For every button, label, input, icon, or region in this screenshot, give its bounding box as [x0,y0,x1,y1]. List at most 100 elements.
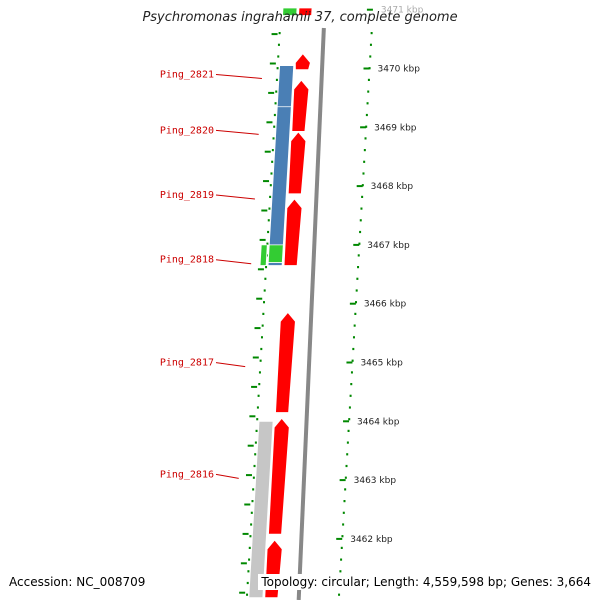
left-ruler-tick [247,444,254,447]
tick-dot-right [349,394,352,397]
backbone-line [296,27,326,600]
tick-dot-left [267,219,270,222]
tick-dot-right [341,535,344,538]
left-ruler-tick [259,238,266,241]
ruler-tick-major [366,8,373,11]
tick-dot-right [346,453,349,456]
gene-leader-line [215,194,255,200]
ruler-tick-major [339,479,346,482]
tick-dot-left [250,523,253,526]
tick-dot-right [367,90,370,93]
tick-dot-right [365,125,368,128]
feature-reverse-11 [267,244,284,263]
feature-forward-5 [268,417,290,535]
tick-dot-left [272,137,275,140]
gene-label-ping-2818: Ping_2818 [160,255,214,266]
gene-label-ping-2819: Ping_2819 [160,190,214,201]
ruler-tick-major [360,126,367,129]
tick-dot-right [342,523,345,526]
ruler-tick-major [356,185,363,188]
tick-dot-right [346,441,349,444]
ruler-tick-major [363,67,370,70]
tick-dot-right [343,500,346,503]
tick-dot-right [350,371,353,374]
map-title: Psychromonas ingrahamii 37, complete gen… [142,10,458,25]
tick-dot-left [266,242,269,245]
ruler-label: 3471 kbp [381,6,424,16]
left-ruler-tick [242,532,249,535]
tick-dot-right [366,102,369,105]
ruler-label: 3469 kbp [374,123,417,133]
tick-dot-left [246,593,249,596]
tick-dot-right [357,266,360,269]
tick-dot-right [342,511,345,514]
tick-dot-left [251,500,254,503]
tick-dot-right [344,476,347,479]
tick-dot-left [269,195,272,198]
ruler-tick-major [353,243,360,246]
tick-dot-right [361,195,364,198]
left-ruler-tick [254,327,261,330]
tick-dot-right [362,172,365,175]
tick-dot-left [260,347,263,351]
feature-forward-0 [294,53,311,71]
ruler-tick-major [343,420,350,423]
gene-label-ping-2821: Ping_2821 [160,70,214,81]
left-ruler-tick [268,91,275,94]
tick-dot-left [265,266,268,269]
ruler-label: 3468 kbp [371,182,414,192]
tick-dot-left [270,172,273,175]
gene-label-ping-2816: Ping_2816 [160,469,214,480]
tick-dot-right [359,219,362,222]
ruler-label: 3463 kbp [354,476,397,486]
tick-dot-left [260,336,263,339]
ruler-label: 3462 kbp [350,535,393,545]
tick-dot-right [338,593,341,596]
feature-forward-3 [283,198,303,266]
tick-dot-right [356,277,359,280]
tick-dot-left [253,464,256,468]
left-ruler-tick [249,415,256,418]
tick-dot-right [340,558,343,561]
left-ruler-tick [252,356,259,359]
tick-dot-right [369,43,372,46]
ruler-label: 3467 kbp [367,241,410,251]
tick-dot-right [368,67,371,70]
tick-dot-left [267,230,270,234]
tick-dot-left [269,184,272,187]
tick-dot-right [348,406,351,409]
tick-dot-right [363,149,366,152]
gene-leader-line [215,362,246,368]
gene-leader-line [215,473,239,479]
feature-forward-7 [298,7,313,16]
left-ruler-tick [266,121,273,124]
tick-dot-right [365,113,368,117]
tick-dot-left [259,359,262,362]
tick-dot-left [248,558,251,561]
left-ruler-tick [269,62,276,65]
tick-dot-right [369,55,372,58]
tick-dot-left [264,277,267,280]
left-ruler-tick [271,33,278,36]
tick-dot-left [257,394,260,397]
tick-dot-left [255,429,258,432]
tick-dot-right [359,230,362,234]
left-ruler-tick [251,385,258,388]
ruler-label: 3466 kbp [364,300,407,310]
tick-dot-right [364,137,367,140]
tick-dot-right [357,254,360,257]
left-ruler-tick [264,150,271,153]
tick-dot-left [252,476,255,479]
ruler-label: 3470 kbp [378,65,421,75]
tick-dot-left [271,149,274,152]
tick-dot-right [354,312,357,315]
tick-dot-right [355,289,358,292]
tick-dot-right [360,207,363,210]
tick-dot-left [273,113,276,117]
left-ruler-tick [244,503,251,506]
tick-dot-left [276,67,279,70]
tick-dot-right [340,546,343,549]
feature-forward-4 [275,311,296,413]
map-layer: 3471 kbp 3470 kbp 3469 kbp 3468 kbp 3467 kbp… [160,6,424,600]
